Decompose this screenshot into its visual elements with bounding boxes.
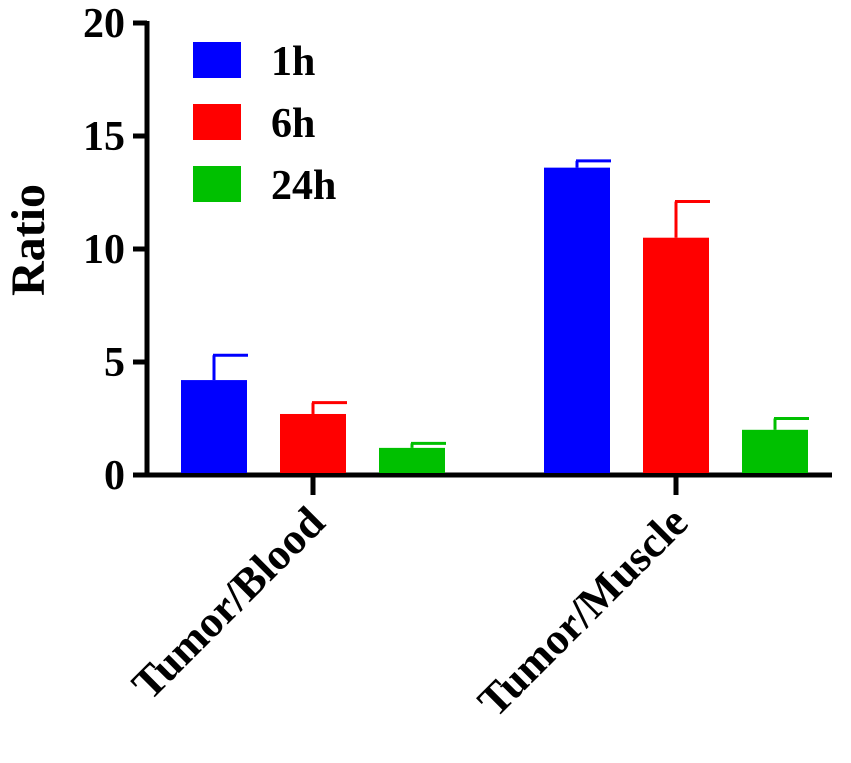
- x-category-label: Tumor/Blood: [122, 497, 334, 709]
- legend: 1h 6h 24h: [193, 39, 336, 209]
- bar-6h: [643, 237, 709, 473]
- bar-24h: [379, 447, 445, 473]
- legend-swatch: [193, 166, 241, 202]
- y-tick-label: 5: [104, 340, 125, 386]
- bar-6h: [280, 413, 346, 473]
- y-tick-label: 20: [83, 1, 125, 47]
- y-tick-label: 15: [83, 114, 125, 160]
- y-axis-title: Ratio: [2, 184, 55, 296]
- x-category-label: Tumor/Muscle: [468, 497, 697, 726]
- bar-1h: [181, 380, 247, 473]
- legend-swatch: [193, 42, 241, 78]
- bars-group: [181, 159, 809, 473]
- legend-swatch: [193, 104, 241, 140]
- bar-1h: [544, 167, 610, 473]
- y-tick-label: 0: [104, 453, 125, 499]
- legend-label: 24h: [271, 163, 336, 209]
- bar-24h: [742, 429, 808, 473]
- legend-label: 6h: [271, 101, 315, 147]
- y-tick-label: 10: [83, 227, 125, 273]
- legend-label: 1h: [271, 39, 315, 85]
